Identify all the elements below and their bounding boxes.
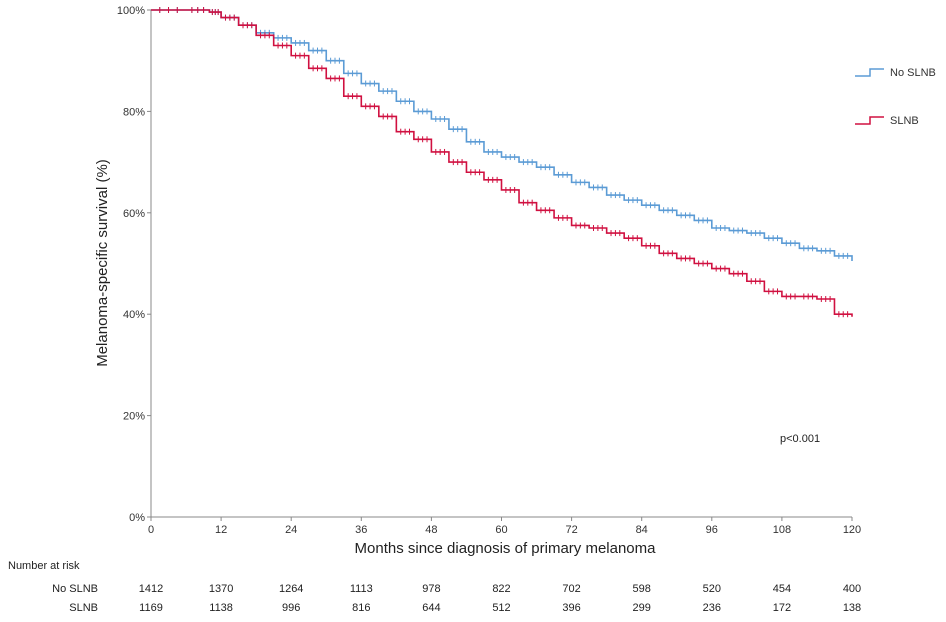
risk-value: 1370 [209,583,233,595]
risk-value: 172 [773,602,791,614]
y-tick-label: 0% [129,512,145,524]
risk-values: 1412 1370 1264 1113 978 822 702 598 520 454 400 116… [139,583,861,614]
x-tick-label: 108 [773,524,791,536]
y-tick-label: 80% [123,106,145,118]
risk-row-label-no-slnb: No SLNB [52,583,98,595]
risk-value: 702 [562,583,580,595]
risk-value: 1113 [350,583,373,595]
risk-value: 598 [633,583,651,595]
risk-value: 400 [843,583,861,595]
risk-value: 1169 [139,602,163,614]
x-tick-label: 36 [355,524,367,536]
risk-value: 236 [703,602,721,614]
risk-value: 138 [843,602,861,614]
series-line-slnb [151,9,853,317]
risk-value: 299 [633,602,651,614]
x-ticks: 0 12 24 36 48 60 72 84 96 108 120 [148,517,861,536]
risk-value: 396 [562,602,580,614]
risk-value: 822 [492,583,510,595]
y-tick-label: 60% [123,208,145,220]
series-line-no-slnb [151,9,853,261]
risk-value: 1138 [209,602,233,614]
p-value-annotation: p<0.001 [780,433,820,445]
risk-value: 644 [422,602,440,614]
x-tick-label: 120 [843,524,861,536]
risk-value: 1412 [139,583,163,595]
risk-value: 454 [773,583,791,595]
x-tick-label: 60 [495,524,507,536]
x-tick-label: 96 [706,524,718,536]
legend-label-slnb: SLNB [890,115,919,127]
series-layer [151,7,853,318]
y-tick-label: 100% [117,5,145,17]
legend-label-no-slnb: No SLNB [890,67,936,79]
risk-table-title: Number at risk [8,560,80,572]
y-tick-label: 20% [123,411,145,423]
y-ticks: 0% 20% 40% 60% 80% 100% [117,5,151,524]
axes [150,10,852,518]
censor-marks-no-slnb [159,7,849,259]
x-tick-label: 12 [215,524,227,536]
y-tick-label: 40% [123,309,145,321]
x-tick-label: 0 [148,524,154,536]
risk-value: 816 [352,602,370,614]
risk-value: 1264 [279,583,303,595]
risk-table: Number at risk No SLNB SLNB 1412 1370 1264… [8,560,861,614]
legend: No SLNB SLNB [855,67,936,127]
risk-row-label-slnb: SLNB [69,602,98,614]
x-tick-label: 72 [565,524,577,536]
legend-swatch-no-slnb [855,68,884,77]
risk-value: 520 [703,583,721,595]
x-axis-title: Months since diagnosis of primary melano… [355,540,657,557]
y-axis-title: Melanoma-specific survival (%) [94,159,111,367]
legend-swatch-slnb [855,116,884,125]
risk-value: 512 [492,602,510,614]
risk-value: 996 [282,602,300,614]
censor-marks-slnb [159,7,849,318]
x-tick-label: 48 [425,524,437,536]
x-tick-label: 24 [285,524,297,536]
risk-value: 978 [422,583,440,595]
x-tick-label: 84 [636,524,648,536]
